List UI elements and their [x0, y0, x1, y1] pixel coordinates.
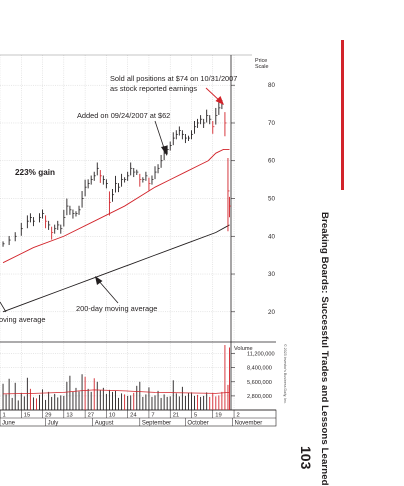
page-number-text: 103 — [298, 446, 314, 470]
sold-annotation-line2: as stock reported earnings — [110, 84, 197, 93]
date-tick-label: 29 — [45, 413, 51, 419]
month-label: June — [2, 421, 16, 427]
date-tick-label: 21 — [173, 413, 179, 419]
volume-tick-label: 2,800,000 — [247, 394, 272, 400]
volume-tick-label: 5,600,000 — [247, 380, 272, 386]
volume-axis-ticks: 11,200,000 8,400,000 5,600,000 2,800,000 — [231, 352, 275, 400]
price-tick-label: 80 — [268, 82, 275, 89]
price-tick-label: 60 — [268, 158, 275, 165]
date-tick-label: 15 — [24, 413, 30, 419]
price-scale-label-line2: Scale — [255, 64, 269, 70]
sold-annotation-line1: Sold all positions at $74 on 10/31/2007 — [110, 74, 237, 83]
ma200-label: 200-day moving average — [76, 304, 157, 313]
volume-label: Volume — [234, 346, 253, 352]
price-scale-label-line1: Price — [255, 58, 267, 64]
date-tick-label: 1 — [3, 413, 6, 419]
date-tick-label: 5 — [194, 413, 197, 419]
ma50-label-fragment: oving average — [0, 315, 45, 324]
date-tick-label: 27 — [88, 413, 94, 419]
price-tick-label: 30 — [268, 271, 275, 278]
added-arrow-head — [161, 145, 168, 156]
sold-arrow-head — [215, 96, 224, 105]
price-bars — [2, 100, 232, 247]
ma50-arrow-fragment — [0, 301, 7, 313]
month-label: November — [235, 421, 263, 427]
added-arrow-shaft — [154, 120, 166, 152]
date-tick-label: 10 — [109, 413, 115, 419]
volume-tick-label: 11,200,000 — [247, 352, 275, 358]
stock-chart: 20 30 40 50 60 70 80 11,200,000 8,400,000 5,600,… — [0, 54, 277, 427]
month-label: August — [95, 421, 114, 427]
date-axis-ticks: 1 15 29 13 27 10 24 7 21 5 19 2 — [0, 410, 240, 419]
month-label: July — [48, 421, 59, 427]
gain-annotation: 223% gain — [15, 168, 55, 177]
ma200-arrow-shaft — [97, 279, 119, 304]
month-labels: June July August September October November — [2, 418, 262, 427]
volume-bars — [2, 345, 230, 410]
ma200-arrow-head — [95, 276, 103, 285]
volume-average-line — [3, 389, 230, 395]
running-head-rule — [341, 40, 344, 190]
price-tick-label: 70 — [268, 120, 275, 127]
running-head-text: Breaking Boards: Successful Trades and L… — [319, 212, 330, 486]
month-label: September — [142, 421, 171, 427]
copyright-text: © 2023 Investor's Business Daily, Inc. — [283, 344, 287, 404]
date-tick-label: 19 — [215, 413, 221, 419]
date-tick-label: 13 — [66, 413, 72, 419]
date-tick-label: 2 — [237, 413, 240, 419]
date-tick-label: 24 — [130, 413, 137, 419]
volume-tick-label: 8,400,000 — [247, 366, 272, 372]
month-label: October — [187, 421, 208, 427]
price-tick-label: 40 — [268, 233, 275, 240]
grid-lines — [0, 55, 235, 410]
date-tick-label: 7 — [151, 413, 154, 419]
added-annotation: Added on 09/24/2007 at $62 — [77, 111, 170, 120]
ma50-line — [2, 148, 230, 264]
price-axis-ticks: 20 30 40 50 60 70 80 — [231, 82, 275, 316]
price-tick-label: 50 — [268, 196, 275, 203]
price-tick-label: 20 — [268, 309, 275, 316]
page-margin — [300, 0, 404, 480]
ma200-line — [2, 224, 230, 313]
